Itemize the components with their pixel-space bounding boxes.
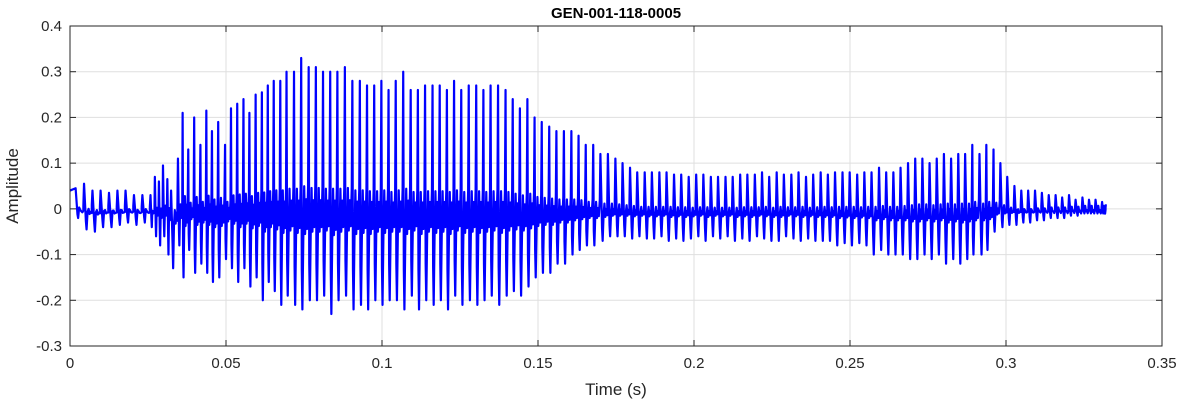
y-axis-label: Amplitude xyxy=(3,148,22,224)
y-tick-label: 0.3 xyxy=(41,64,62,81)
x-axis-label: Time (s) xyxy=(585,380,647,399)
y-tick-label: 0.1 xyxy=(41,155,62,172)
x-tick-label: 0.3 xyxy=(996,355,1017,372)
y-tick-label: -0.1 xyxy=(36,247,62,264)
y-tick-label: 0 xyxy=(54,201,62,218)
x-tick-label: 0.2 xyxy=(684,355,705,372)
x-tick-labels: 0 0.05 0.1 0.15 0.2 0.25 0.3 0.35 xyxy=(66,355,1177,372)
x-tick-label: 0.35 xyxy=(1147,355,1176,372)
chart-title: GEN-001-118-0005 xyxy=(551,5,681,22)
plot-frame xyxy=(69,25,1163,347)
x-tick-label: 0.05 xyxy=(211,355,240,372)
series-group xyxy=(69,56,1107,316)
x-tick-label: 0 xyxy=(66,355,74,372)
x-tick-label: 0.25 xyxy=(835,355,864,372)
y-tick-label: -0.3 xyxy=(36,338,62,355)
y-tick-labels: -0.3 -0.2 -0.1 0 0.1 0.2 0.3 0.4 xyxy=(36,18,62,355)
y-tick-label: 0.4 xyxy=(41,18,62,35)
y-tick-label: 0.2 xyxy=(41,109,62,126)
waveform-line xyxy=(69,56,1107,316)
x-tick-label: 0.15 xyxy=(523,355,552,372)
y-tick-label: -0.2 xyxy=(36,292,62,309)
x-tick-label: 0.1 xyxy=(372,355,393,372)
tick-marks xyxy=(69,25,1163,347)
